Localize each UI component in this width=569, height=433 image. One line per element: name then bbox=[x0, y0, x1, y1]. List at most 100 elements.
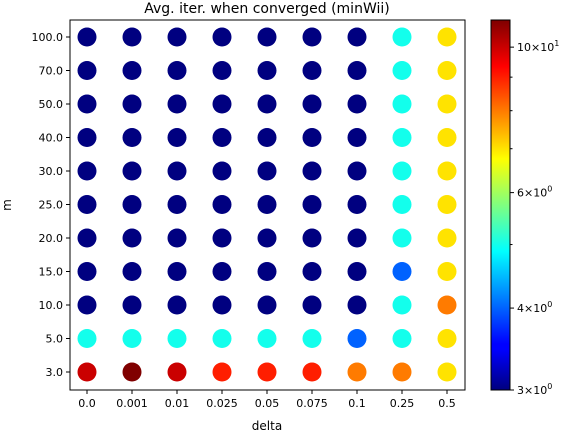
data-point bbox=[302, 128, 322, 147]
data-point bbox=[167, 329, 187, 348]
data-point bbox=[77, 262, 97, 281]
y-tick-label: 15.0 bbox=[39, 266, 64, 279]
data-point bbox=[302, 295, 322, 315]
data-point bbox=[122, 61, 142, 80]
data-point bbox=[77, 94, 97, 114]
data-point bbox=[122, 362, 142, 382]
data-point bbox=[257, 295, 277, 315]
data-point bbox=[257, 61, 277, 80]
data-point bbox=[257, 94, 277, 114]
data-point bbox=[437, 228, 457, 248]
data-point bbox=[77, 61, 97, 80]
data-point bbox=[77, 128, 97, 147]
data-point bbox=[437, 329, 457, 348]
data-point bbox=[347, 61, 367, 80]
data-point bbox=[167, 161, 187, 181]
y-axis-label: m bbox=[0, 199, 14, 211]
data-point bbox=[347, 94, 367, 114]
data-point bbox=[302, 161, 322, 181]
data-point bbox=[347, 128, 367, 147]
y-tick-label: 70.0 bbox=[39, 65, 64, 78]
y-tick-label: 3.0 bbox=[46, 366, 64, 379]
data-point bbox=[167, 362, 187, 382]
data-point bbox=[437, 94, 457, 114]
data-point bbox=[392, 228, 412, 248]
data-point bbox=[77, 161, 97, 181]
data-point bbox=[257, 27, 277, 47]
colorbar-tick-label: 10×101 bbox=[517, 39, 559, 54]
y-tick-label: 25.0 bbox=[39, 199, 64, 212]
x-tick-label: 0.025 bbox=[206, 397, 238, 410]
data-point bbox=[212, 94, 232, 114]
data-point bbox=[122, 228, 142, 248]
data-point bbox=[212, 329, 232, 348]
data-point bbox=[77, 195, 97, 214]
x-axis-label: delta bbox=[252, 419, 282, 433]
data-point bbox=[437, 295, 457, 315]
data-point bbox=[212, 228, 232, 248]
colorbar-tick-label: 3×100 bbox=[517, 382, 552, 397]
data-point bbox=[392, 161, 412, 181]
y-tick-label: 100.0 bbox=[32, 31, 64, 44]
data-point bbox=[302, 94, 322, 114]
data-point bbox=[77, 362, 97, 382]
data-point bbox=[347, 27, 367, 47]
x-axis-ticks: 0.0 0.001 0.01 0.025 0.05 0.075 0.1 0.25 0.5 bbox=[78, 390, 456, 410]
data-point bbox=[212, 195, 232, 214]
colorbar-ticks: 3×100 4×100 6×100 10×101 bbox=[510, 39, 559, 397]
data-point bbox=[302, 262, 322, 281]
colorbar: 3×100 4×100 6×100 10×101 bbox=[490, 19, 559, 397]
data-point bbox=[122, 329, 142, 348]
data-point bbox=[212, 61, 232, 80]
x-tick-label: 0.001 bbox=[116, 397, 148, 410]
data-point bbox=[437, 61, 457, 80]
data-point bbox=[347, 295, 367, 315]
data-point bbox=[257, 161, 277, 181]
data-point bbox=[257, 262, 277, 281]
data-point bbox=[212, 262, 232, 281]
x-tick-label: 0.01 bbox=[165, 397, 190, 410]
data-point bbox=[167, 61, 187, 80]
data-point bbox=[392, 195, 412, 214]
data-point bbox=[437, 195, 457, 214]
data-point bbox=[392, 61, 412, 80]
chart-title: Avg. iter. when converged (minWii) bbox=[144, 1, 389, 17]
data-point bbox=[392, 27, 412, 47]
data-point bbox=[392, 295, 412, 315]
data-point bbox=[392, 329, 412, 348]
data-point bbox=[347, 228, 367, 248]
data-point bbox=[122, 262, 142, 281]
y-tick-label: 40.0 bbox=[39, 132, 64, 145]
data-point bbox=[437, 262, 457, 281]
x-tick-label: 0.05 bbox=[255, 397, 280, 410]
data-point bbox=[212, 128, 232, 147]
y-tick-label: 5.0 bbox=[46, 333, 64, 346]
data-point bbox=[167, 94, 187, 114]
data-point bbox=[257, 329, 277, 348]
data-point bbox=[302, 329, 322, 348]
colorbar-tick-label: 4×100 bbox=[517, 300, 552, 315]
data-point bbox=[212, 161, 232, 181]
data-points bbox=[77, 27, 457, 382]
data-point bbox=[437, 362, 457, 382]
data-point bbox=[167, 27, 187, 47]
data-point bbox=[257, 362, 277, 382]
y-axis-ticks: 3.0 5.0 10.0 15.0 20.0 25.0 30.0 40.0 50.0 70.0 10… bbox=[32, 31, 70, 379]
x-tick-label: 0.075 bbox=[296, 397, 328, 410]
data-point bbox=[122, 161, 142, 181]
data-point bbox=[392, 262, 412, 281]
data-point bbox=[302, 195, 322, 214]
data-point bbox=[167, 128, 187, 147]
x-tick-label: 0.5 bbox=[438, 397, 456, 410]
y-tick-label: 50.0 bbox=[39, 98, 64, 111]
x-tick-label: 0.0 bbox=[78, 397, 96, 410]
data-point bbox=[212, 362, 232, 382]
y-tick-label: 20.0 bbox=[39, 232, 64, 245]
data-point bbox=[347, 362, 367, 382]
data-point bbox=[392, 128, 412, 147]
data-point bbox=[347, 195, 367, 214]
colorbar-tick-label: 6×100 bbox=[517, 185, 552, 200]
data-point bbox=[212, 27, 232, 47]
data-point bbox=[77, 27, 97, 47]
